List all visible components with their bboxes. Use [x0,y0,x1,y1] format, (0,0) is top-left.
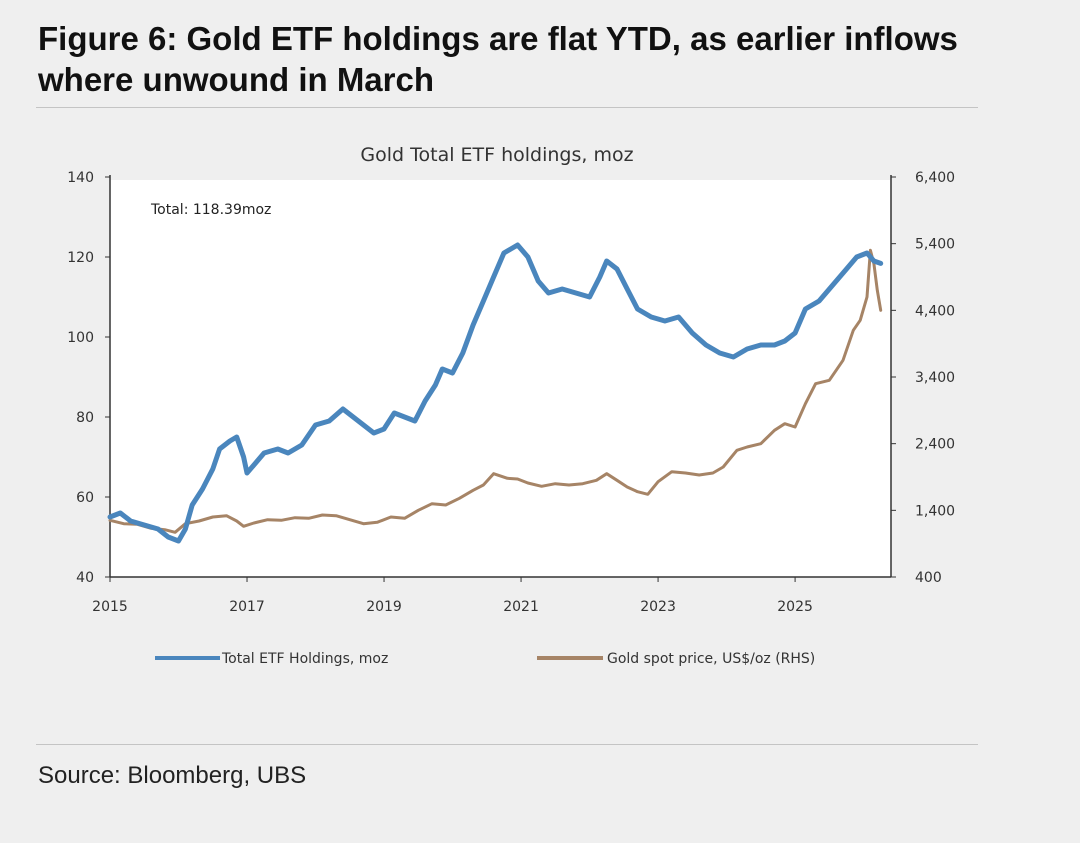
figure-title-line-1: Figure 6: Gold ETF holdings are flat YTD… [38,20,958,57]
chart-title: Gold Total ETF holdings, moz [360,144,633,166]
y-right-tick-label: 6,400 [915,170,955,186]
y-left-tick-label: 40 [76,570,94,586]
y-right-tick-label: 5,400 [915,237,955,253]
figure-title-line-2: where unwound in March [38,61,435,98]
y-left-tick-label: 80 [76,410,94,426]
y-left-tick-label: 60 [76,490,94,506]
source-note: Source: Bloomberg, UBS [38,762,307,789]
x-tick-label: 2023 [640,599,676,615]
y-right-tick-label: 2,400 [915,437,955,453]
y-left-tick-label: 100 [67,330,94,346]
y-left-tick-label: 140 [67,170,94,186]
total-annotation: Total: 118.39moz [150,202,271,218]
y-right-tick-label: 400 [915,570,942,586]
plot-area [110,180,891,577]
x-tick-label: 2025 [777,599,813,615]
y-left-tick-label: 120 [67,250,94,266]
y-right-tick-label: 4,400 [915,303,955,319]
bottom-divider [36,744,978,745]
legend-etf-label: Total ETF Holdings, moz [221,651,388,667]
legend: Total ETF Holdings, moz Gold spot price,… [155,651,815,667]
x-tick-label: 2017 [229,599,265,615]
legend-gold-label: Gold spot price, US$/oz (RHS) [607,651,815,667]
y-right-tick-label: 1,400 [915,503,955,519]
x-tick-label: 2019 [366,599,402,615]
gold-price-line [108,248,883,534]
etf-holdings-line [107,242,884,544]
x-tick-label: 2021 [503,599,539,615]
figure-title: Figure 6: Gold ETF holdings are flat YTD… [38,18,1038,100]
y-right-tick-label: 3,400 [915,370,955,386]
top-divider [36,107,978,108]
x-tick-label: 2015 [92,599,128,615]
